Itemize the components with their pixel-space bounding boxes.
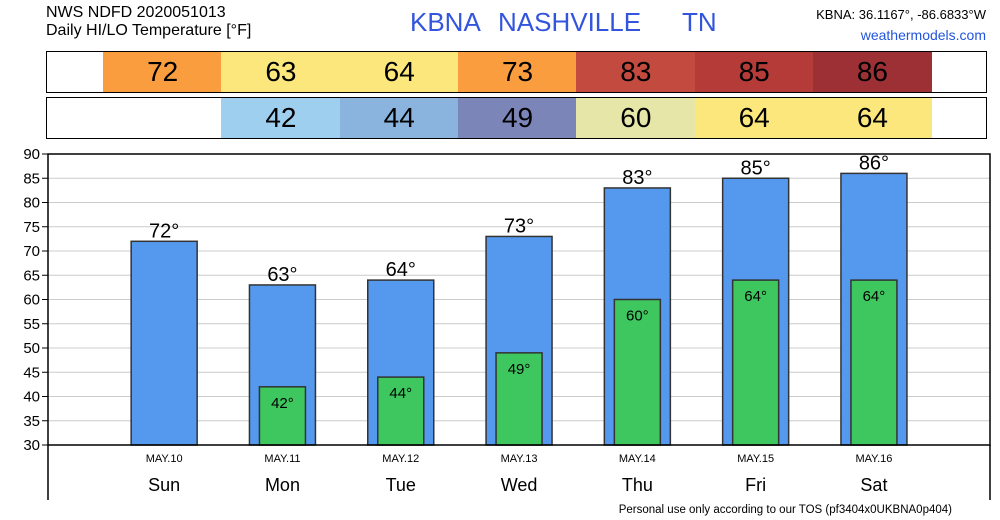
low-temp-cell: 49	[457, 98, 578, 138]
high-temp-label: 83°	[622, 167, 652, 189]
product-line: NWS NDFD 2020051013	[46, 4, 226, 21]
high-temp-label: 64°	[386, 259, 416, 281]
low-temp-label: 60°	[626, 308, 649, 325]
low-temp-cell: 44	[339, 98, 459, 138]
y-tick-label: 75	[23, 219, 40, 236]
footer-note: Personal use only according to our TOS (…	[618, 504, 952, 516]
low-temp-label: 44°	[389, 385, 412, 402]
high-temp-cell: 83	[576, 52, 696, 92]
high-temp-label: 63°	[267, 264, 297, 286]
day-label: Thu	[622, 475, 653, 495]
high-temp-cell: 86	[812, 52, 933, 92]
coords-text: KBNA: 36.1167°, -86.6833°W	[816, 7, 986, 22]
high-temp-cell: 63	[221, 52, 341, 92]
y-tick-label: 85	[23, 170, 40, 187]
y-tick-label: 70	[23, 243, 40, 260]
high-temp-cell: 72	[103, 52, 223, 92]
day-label: Wed	[501, 475, 538, 495]
y-tick-label: 45	[23, 364, 40, 381]
station-state: TN	[682, 7, 717, 37]
y-tick-label: 80	[23, 195, 40, 212]
temperature-chart: 30 35 40 45 50 55 60 65 70 75 80 85 90 72° MAY.10 Sun 63…	[23, 146, 991, 500]
y-tick-label: 55	[23, 316, 40, 333]
date-label: MAY.15	[737, 453, 774, 465]
plot-frame	[47, 153, 991, 446]
chart-subtitle: Daily HI/LO Temperature [°F]	[46, 22, 252, 39]
low-temp-label: 49°	[508, 361, 531, 378]
low-temp-label: 42°	[271, 395, 294, 412]
high-temp-label: 86°	[859, 152, 889, 174]
date-label: MAY.13	[501, 453, 538, 465]
y-tick-label: 40	[23, 389, 40, 406]
high-temp-bar	[130, 240, 198, 446]
low-temp-cell	[103, 98, 223, 138]
y-tick-label: 50	[23, 340, 40, 357]
day-label: Mon	[265, 475, 300, 495]
high-temp-label: 72°	[149, 220, 179, 242]
low-temp-bar	[613, 298, 662, 446]
y-tick-label: 35	[23, 413, 40, 430]
low-temp-label: 64°	[744, 288, 767, 305]
day-label: Fri	[745, 475, 766, 495]
low-temp-strip: 42 44 49 60 64 64	[46, 97, 987, 139]
low-temp-cell: 60	[576, 98, 696, 138]
y-tick-label: 65	[23, 267, 40, 284]
high-temp-cell: 85	[694, 52, 814, 92]
station-id: KBNA	[410, 7, 481, 37]
low-temp-bar	[495, 352, 543, 446]
low-temp-bar	[377, 376, 425, 446]
low-temp-bar	[850, 279, 898, 446]
y-tick-label: 90	[23, 146, 40, 163]
day-label: Tue	[386, 475, 416, 495]
date-label: MAY.11	[264, 453, 300, 465]
low-temp-label: 64°	[863, 288, 886, 305]
date-label: MAY.10	[146, 453, 183, 465]
high-temp-cell: 64	[339, 52, 459, 92]
date-label: MAY.16	[855, 453, 892, 465]
low-temp-bar	[731, 279, 780, 446]
high-temp-label: 85°	[741, 157, 771, 179]
low-temp-cell: 64	[812, 98, 933, 138]
date-label: MAY.12	[382, 453, 419, 465]
date-label: MAY.14	[619, 453, 656, 465]
station-coords: KBNA: 36.1167°, -86.6833°W weathermodels…	[816, 5, 986, 45]
site-link[interactable]: weathermodels.com	[860, 27, 986, 43]
low-temp-cell: 64	[694, 98, 814, 138]
high-temp-cell: 73	[457, 52, 578, 92]
high-temp-strip: 72 63 64 73 83 85 86	[46, 51, 987, 93]
day-label: Sun	[148, 475, 180, 495]
day-label: Sat	[860, 475, 887, 495]
y-tick-label: 60	[23, 292, 40, 309]
y-tick-label: 30	[23, 437, 40, 454]
low-temp-cell: 42	[221, 98, 341, 138]
station-name: NASHVILLE	[498, 7, 642, 37]
high-temp-label: 73°	[504, 215, 534, 237]
